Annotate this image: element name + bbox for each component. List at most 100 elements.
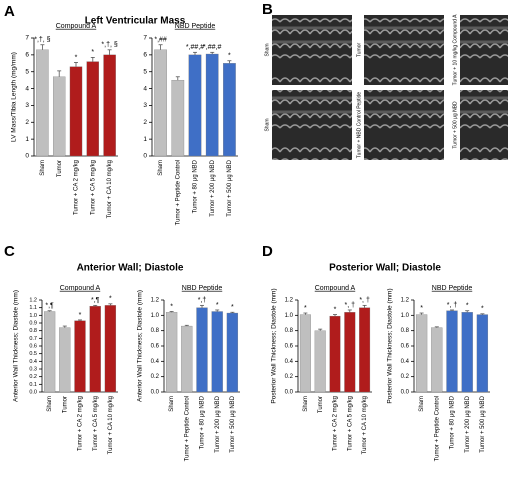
y-tick-label: 1.1 — [29, 305, 37, 311]
y-tick-label: 2 — [25, 119, 29, 126]
bar — [103, 54, 116, 157]
y-tick-label: 0.2 — [285, 374, 294, 380]
annotation: *, † — [345, 302, 356, 309]
bar — [69, 66, 83, 157]
y-tick-label: 7 — [143, 35, 147, 42]
bar — [211, 311, 223, 393]
x-tick-label: Tumor + CA 2 mg/kg — [74, 160, 80, 215]
y-tick-label: 6 — [25, 52, 29, 59]
annotation: * — [231, 304, 234, 311]
y-tick-label: 1.2 — [151, 298, 160, 304]
annotation: * — [334, 306, 337, 313]
y-tick-label: 0.2 — [29, 374, 37, 380]
y-axis-label: Posterior Wall Thickness; Diastole (mm) — [271, 288, 278, 403]
x-tick-label: Tumor — [57, 160, 63, 177]
annotation: *,¶ — [45, 303, 54, 310]
bar — [43, 311, 56, 393]
annotation: * — [109, 296, 112, 303]
panel-title: Posterior Wall; Diastole — [329, 263, 441, 274]
mmode-image — [364, 90, 444, 160]
annotation: *,##,# — [203, 44, 221, 51]
bar — [223, 63, 236, 157]
bar — [329, 315, 341, 393]
panel-letter: D — [262, 243, 273, 260]
x-tick-label: Sham — [47, 396, 53, 412]
x-tick-label: Tumor — [318, 396, 324, 413]
chart-subtitle: NBD Peptide — [432, 285, 473, 292]
annotation: *, † — [359, 297, 370, 304]
y-tick-label: 0.8 — [285, 328, 294, 334]
y-tick-label: 5 — [25, 68, 29, 75]
x-tick-label: Tumor + 200 μg NBD — [210, 159, 216, 216]
bar — [89, 305, 101, 393]
chart-subtitle: Compound A — [315, 285, 356, 292]
mmode-image — [460, 90, 508, 160]
x-tick-label: Sham — [303, 396, 309, 412]
y-tick-label: 1.0 — [151, 313, 160, 319]
y-tick-label: 0.6 — [285, 344, 294, 350]
panel-title: Left Ventricular Mass — [85, 16, 186, 27]
y-axis-label: Anterior Wall Thickness; Diastole (mm) — [137, 290, 144, 402]
y-tick-label: 0.6 — [151, 344, 160, 350]
image-label: Tumor — [356, 43, 362, 58]
y-tick-label: 5 — [143, 68, 147, 75]
x-tick-label: Tumor + CA 2 mg/kg — [78, 396, 84, 451]
image-label: Tumor + NBD Control Peptide — [356, 92, 362, 159]
y-tick-label: 0.0 — [29, 389, 37, 395]
bar — [59, 327, 71, 393]
annotation: * — [91, 49, 94, 56]
bar — [171, 79, 185, 157]
image-label: Sham — [264, 118, 270, 131]
panel-letter: C — [4, 243, 15, 260]
annotation: * — [420, 305, 423, 312]
y-tick-label: 0.8 — [401, 328, 410, 334]
y-tick-label: 1.2 — [29, 297, 37, 303]
y-tick-label: 0.4 — [401, 359, 410, 365]
x-tick-label: Tumor + 200 μg NBD — [215, 395, 221, 452]
y-tick-label: 0.4 — [151, 359, 160, 365]
y-tick-label: 0.8 — [29, 328, 37, 334]
y-tick-label: 0.4 — [285, 359, 294, 365]
x-tick-label: Tumor + Peptide Control — [184, 396, 190, 461]
bar — [415, 314, 428, 393]
x-tick-label: Tumor + CA 5 mg/kg — [347, 396, 353, 451]
mmode-image — [272, 15, 352, 85]
annotation: *,†, § — [34, 37, 50, 44]
annotation: * — [216, 302, 219, 309]
bar — [299, 314, 311, 393]
x-tick-label: Sham — [40, 160, 46, 176]
mmode-image — [460, 15, 508, 85]
y-axis-label: LV Mass/Tibia Length (mg/mm) — [11, 52, 18, 142]
y-tick-label: 1 — [25, 136, 29, 143]
x-tick-label: Tumor + CA 5 mg/kg — [93, 396, 99, 451]
bar — [226, 312, 239, 393]
chart-subtitle: NBD Peptide — [175, 23, 216, 30]
annotation: *, † — [447, 302, 458, 309]
y-tick-label: 0.0 — [401, 390, 410, 396]
image-label: Sham — [264, 43, 270, 56]
x-tick-label: Tumor + 80 μg NBD — [200, 395, 206, 449]
bar — [53, 76, 66, 157]
annotation: *,## — [154, 37, 167, 44]
y-axis-label: Posterior Wall Thickness; Diastole (mm) — [387, 288, 394, 403]
x-tick-label: Tumor + CA 10 mg/kg — [107, 160, 113, 218]
bar — [344, 312, 356, 393]
y-tick-label: 1.2 — [401, 298, 410, 304]
y-tick-label: 0.0 — [151, 390, 160, 396]
annotation: * — [170, 303, 173, 310]
bar — [461, 312, 473, 393]
x-tick-label: Tumor + 80 μg NBD — [450, 395, 456, 449]
x-tick-label: Tumor + Peptide Control — [175, 160, 181, 225]
y-tick-label: 0.8 — [151, 328, 160, 334]
x-tick-label: Tumor + 500 μg NBD — [230, 395, 236, 452]
bar — [476, 314, 489, 393]
y-tick-label: 4 — [143, 85, 147, 92]
bar — [74, 320, 86, 393]
x-tick-label: Sham — [169, 396, 175, 412]
panel-title: Anterior Wall; Diastole — [77, 263, 184, 274]
y-tick-label: 0 — [25, 153, 29, 160]
y-tick-label: 6 — [143, 52, 147, 59]
annotation: *,† — [198, 297, 207, 304]
chart-subtitle: Compound A — [56, 23, 97, 30]
annotation: * — [466, 303, 469, 310]
